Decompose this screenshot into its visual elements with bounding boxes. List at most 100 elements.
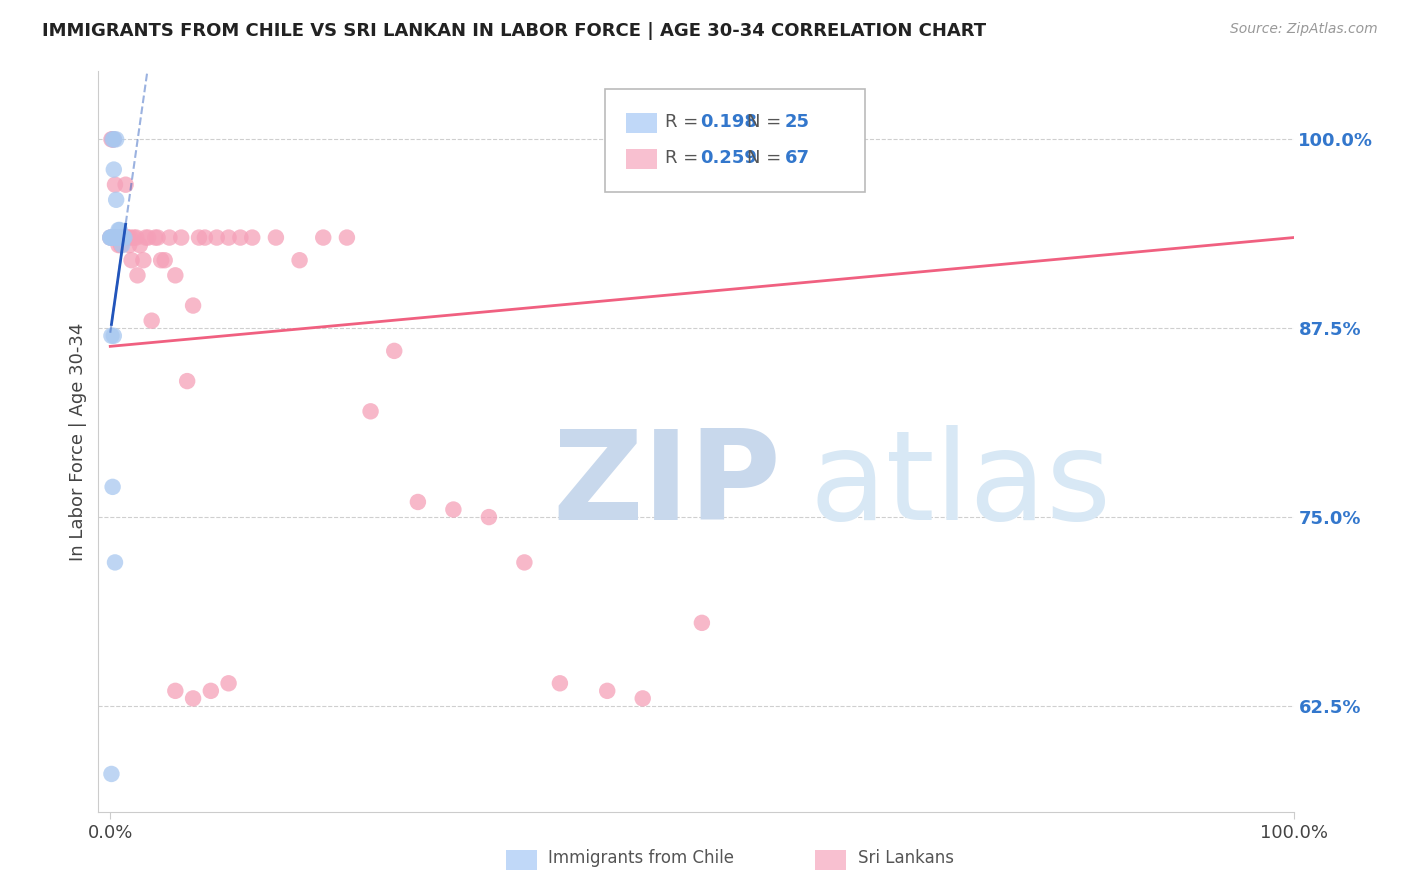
Point: [105, 230, 128, 244]
Point: [100, 132, 122, 146]
Text: ZIP: ZIP: [553, 425, 782, 547]
Point: [336, 230, 359, 244]
Point: [110, 230, 132, 244]
Point: [194, 230, 217, 244]
Text: R =: R =: [665, 113, 704, 131]
Point: [312, 230, 335, 244]
Point: [165, 268, 187, 283]
Text: atlas: atlas: [810, 425, 1112, 547]
Point: [101, 230, 124, 244]
Point: [181, 299, 204, 313]
Point: [98, 230, 121, 244]
Point: [112, 230, 135, 244]
Point: [165, 683, 187, 698]
Point: [105, 230, 128, 244]
Point: [101, 480, 124, 494]
Point: [108, 230, 131, 244]
Point: [105, 230, 128, 244]
Point: [360, 404, 382, 418]
Point: [200, 683, 222, 698]
Point: [104, 178, 127, 192]
Point: [150, 253, 173, 268]
Point: [117, 230, 139, 244]
Text: N =: N =: [747, 149, 786, 167]
Point: [240, 230, 263, 244]
Point: [135, 230, 157, 244]
Point: [176, 374, 198, 388]
Point: [478, 510, 501, 524]
Text: 0.198: 0.198: [700, 113, 758, 131]
Point: [115, 230, 138, 244]
Point: [100, 230, 122, 244]
Point: [111, 230, 134, 244]
Point: [146, 230, 169, 244]
Point: [136, 230, 159, 244]
Point: [548, 676, 571, 690]
Point: [188, 230, 211, 244]
Text: Sri Lankans: Sri Lankans: [858, 849, 953, 867]
Point: [264, 230, 287, 244]
Point: [132, 253, 155, 268]
Point: [98, 230, 121, 244]
Point: [105, 132, 128, 146]
Point: [229, 230, 252, 244]
Point: [101, 132, 124, 146]
Point: [103, 132, 125, 146]
Point: [631, 691, 654, 706]
Point: [596, 683, 619, 698]
Text: Source: ZipAtlas.com: Source: ZipAtlas.com: [1230, 22, 1378, 37]
Text: N =: N =: [747, 113, 786, 131]
Point: [101, 132, 124, 146]
Point: [104, 556, 127, 570]
Point: [108, 223, 131, 237]
Point: [103, 132, 125, 146]
Point: [107, 223, 129, 237]
Point: [127, 268, 149, 283]
Point: [118, 238, 141, 252]
Text: 25: 25: [785, 113, 810, 131]
Point: [114, 178, 136, 192]
Point: [114, 230, 136, 244]
Point: [107, 230, 129, 244]
Text: 0.259: 0.259: [700, 149, 756, 167]
Point: [441, 502, 464, 516]
Point: [690, 615, 713, 630]
Point: [100, 328, 122, 343]
Point: [103, 162, 125, 177]
Point: [513, 556, 536, 570]
Point: [406, 495, 429, 509]
Point: [108, 230, 131, 244]
Y-axis label: In Labor Force | Age 30-34: In Labor Force | Age 30-34: [69, 322, 87, 561]
Point: [104, 230, 127, 244]
Point: [107, 230, 129, 244]
Point: [111, 238, 134, 252]
Point: [104, 230, 127, 244]
Point: [101, 230, 124, 244]
Point: [107, 238, 129, 252]
Point: [110, 238, 132, 252]
Point: [98, 230, 121, 244]
Point: [103, 328, 125, 343]
Point: [218, 676, 240, 690]
Point: [120, 230, 142, 244]
Point: [111, 230, 134, 244]
Point: [170, 230, 193, 244]
Point: [153, 253, 176, 268]
Point: [121, 253, 143, 268]
Point: [105, 193, 128, 207]
Text: R =: R =: [665, 149, 704, 167]
Point: [103, 230, 125, 244]
Text: Immigrants from Chile: Immigrants from Chile: [548, 849, 734, 867]
Point: [288, 253, 311, 268]
Point: [143, 230, 166, 244]
Text: IMMIGRANTS FROM CHILE VS SRI LANKAN IN LABOR FORCE | AGE 30-34 CORRELATION CHART: IMMIGRANTS FROM CHILE VS SRI LANKAN IN L…: [42, 22, 986, 40]
Point: [112, 230, 135, 244]
Text: 67: 67: [785, 149, 810, 167]
Point: [218, 230, 240, 244]
Point: [181, 691, 204, 706]
Point: [114, 230, 136, 244]
Point: [157, 230, 180, 244]
Point: [141, 313, 163, 327]
Point: [100, 767, 122, 781]
Point: [105, 230, 128, 244]
